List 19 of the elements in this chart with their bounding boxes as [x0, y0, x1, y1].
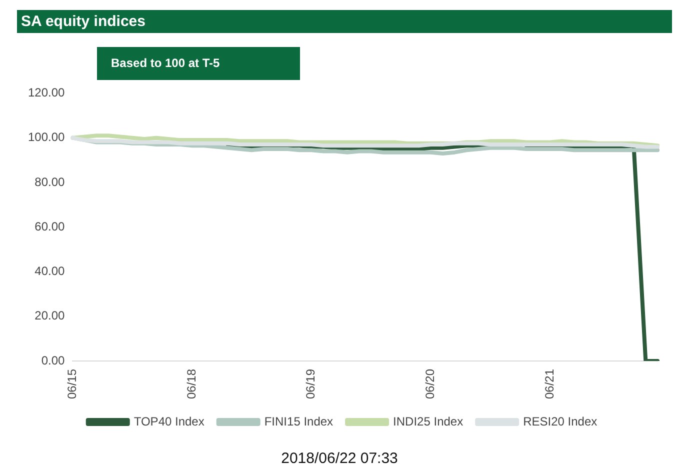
y-tick-label: 60.00	[34, 219, 66, 234]
x-tick-label: 06/15	[65, 368, 80, 399]
legend-label: INDI25 Index	[393, 414, 464, 428]
legend-label: TOP40 Index	[134, 414, 204, 428]
text: 2018/06/22 07:33	[280, 450, 399, 467]
x-tick-label: 06/20	[423, 368, 438, 399]
chart-title: SA equity indices	[17, 10, 672, 33]
x-tick-label: 06/19	[304, 368, 318, 399]
y-tick-label: 100.00	[28, 130, 66, 144]
x-tick-label: 06/21	[542, 368, 556, 399]
chart-subtitle: Based to 100 at T-5	[97, 47, 300, 80]
x-tick-label: 06/18	[184, 368, 198, 399]
legend-label: RESI20 Index	[523, 414, 598, 428]
y-tick-label: 40.00	[34, 264, 66, 278]
y-tick-label: 120.00	[28, 86, 66, 100]
y-tick-label: 20.00	[34, 308, 66, 323]
y-tick-label: 80.00	[34, 174, 66, 189]
legend-label: FINI15 Index	[264, 414, 334, 428]
y-tick-label: 0.00	[41, 353, 66, 368]
